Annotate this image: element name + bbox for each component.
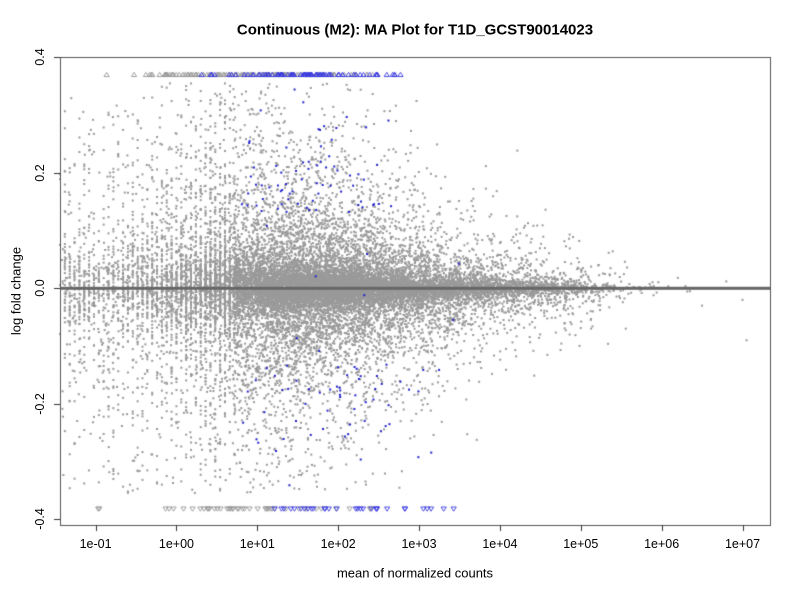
x-tick-label: 1e+01 <box>239 537 275 551</box>
y-axis-label: log fold change <box>8 246 24 336</box>
x-tick-label: 1e+03 <box>401 537 437 551</box>
x-tick-label: 1e+06 <box>644 537 680 551</box>
y-tick-label: -0.2 <box>33 393 47 415</box>
x-axis-label: mean of normalized counts <box>336 565 494 581</box>
x-tick-label: 1e+07 <box>724 537 761 551</box>
y-tick-label: -0.4 <box>33 508 47 531</box>
y-tick-label: 0.2 <box>33 164 47 182</box>
y-tick-label: 0.4 <box>33 48 47 66</box>
x-tick-label: 1e+02 <box>320 537 356 551</box>
y-tick-label: 0.0 <box>33 279 47 297</box>
x-tick-label: 1e-01 <box>79 537 112 551</box>
chart-title: Continuous (M2): MA Plot for T1D_GCST900… <box>236 21 594 39</box>
x-tick-label: 1e+04 <box>482 537 518 551</box>
x-tick-label: 1e+00 <box>158 537 194 551</box>
x-tick-label: 1e+05 <box>563 537 599 551</box>
